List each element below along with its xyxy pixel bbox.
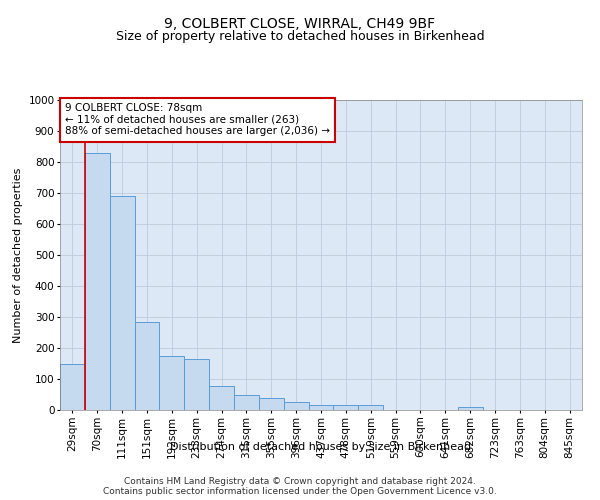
- Bar: [134, 322, 160, 410]
- Bar: [160, 356, 184, 410]
- Bar: [358, 405, 383, 410]
- Bar: [308, 405, 334, 410]
- Bar: [110, 196, 134, 410]
- Bar: [85, 152, 110, 410]
- Bar: [209, 386, 234, 410]
- Text: Distribution of detached houses by size in Birkenhead: Distribution of detached houses by size …: [170, 442, 472, 452]
- Text: 9 COLBERT CLOSE: 78sqm
← 11% of detached houses are smaller (263)
88% of semi-de: 9 COLBERT CLOSE: 78sqm ← 11% of detached…: [65, 103, 330, 136]
- Bar: [458, 407, 482, 410]
- Bar: [284, 402, 308, 410]
- Bar: [234, 394, 259, 410]
- Text: Size of property relative to detached houses in Birkenhead: Size of property relative to detached ho…: [116, 30, 484, 43]
- Bar: [60, 364, 85, 410]
- Text: 9, COLBERT CLOSE, WIRRAL, CH49 9BF: 9, COLBERT CLOSE, WIRRAL, CH49 9BF: [164, 18, 436, 32]
- Y-axis label: Number of detached properties: Number of detached properties: [13, 168, 23, 342]
- Text: Contains HM Land Registry data © Crown copyright and database right 2024.: Contains HM Land Registry data © Crown c…: [124, 478, 476, 486]
- Bar: [184, 360, 209, 410]
- Bar: [259, 398, 284, 410]
- Bar: [334, 405, 358, 410]
- Text: Contains public sector information licensed under the Open Government Licence v3: Contains public sector information licen…: [103, 488, 497, 496]
